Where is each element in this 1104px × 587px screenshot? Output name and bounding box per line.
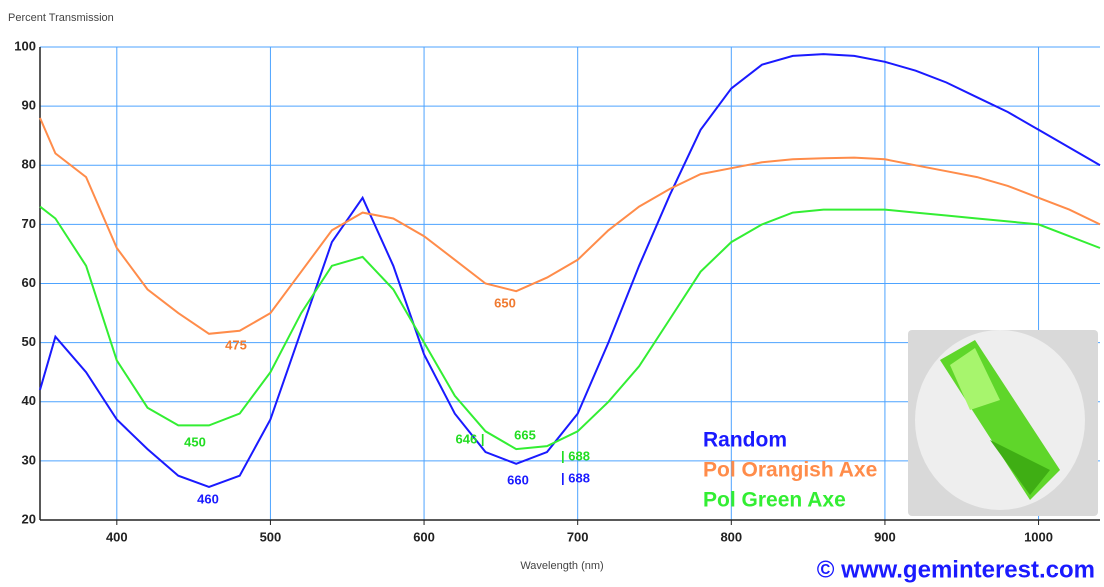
legend-entry: Pol Green Axe xyxy=(703,489,846,512)
series-line xyxy=(39,117,1101,335)
annotation: 475 xyxy=(225,337,247,352)
annotation: | 688 xyxy=(561,470,590,485)
annotation: 460 xyxy=(197,491,219,506)
series-line xyxy=(39,53,1101,488)
annotation: 660 xyxy=(507,472,529,487)
x-axis-label: Wavelength (nm) xyxy=(520,560,603,572)
y-tick-label: 60 xyxy=(22,275,36,290)
y-tick-label: 100 xyxy=(14,38,36,53)
y-tick-label: 40 xyxy=(22,393,36,408)
y-tick-label: 20 xyxy=(22,511,36,526)
x-tick-label: 500 xyxy=(260,529,282,544)
y-tick-label: 70 xyxy=(22,216,36,231)
annotation: | 688 xyxy=(561,448,590,463)
y-tick-label: 90 xyxy=(22,98,36,113)
x-tick-label: 700 xyxy=(567,529,589,544)
x-tick-label: 900 xyxy=(874,529,896,544)
x-tick-label: 800 xyxy=(720,529,742,544)
annotation: 646 | xyxy=(456,431,485,446)
legend-entry: Random xyxy=(703,429,787,452)
x-tick-label: 400 xyxy=(106,529,128,544)
x-tick-label: 600 xyxy=(413,529,435,544)
annotation: 665 xyxy=(514,427,536,442)
x-tick-label: 1000 xyxy=(1024,529,1053,544)
series-line xyxy=(39,205,1101,451)
y-axis-label: Percent Transmission xyxy=(8,12,114,24)
y-tick-label: 50 xyxy=(22,334,36,349)
annotation: 650 xyxy=(494,295,516,310)
y-tick-label: 80 xyxy=(22,157,36,172)
y-tick-label: 30 xyxy=(22,452,36,467)
credit: © www.geminterest.com xyxy=(817,556,1095,583)
annotation: 450 xyxy=(184,434,206,449)
gem-photo xyxy=(908,330,1098,516)
legend-entry: Pol Orangish Axe xyxy=(703,459,877,482)
